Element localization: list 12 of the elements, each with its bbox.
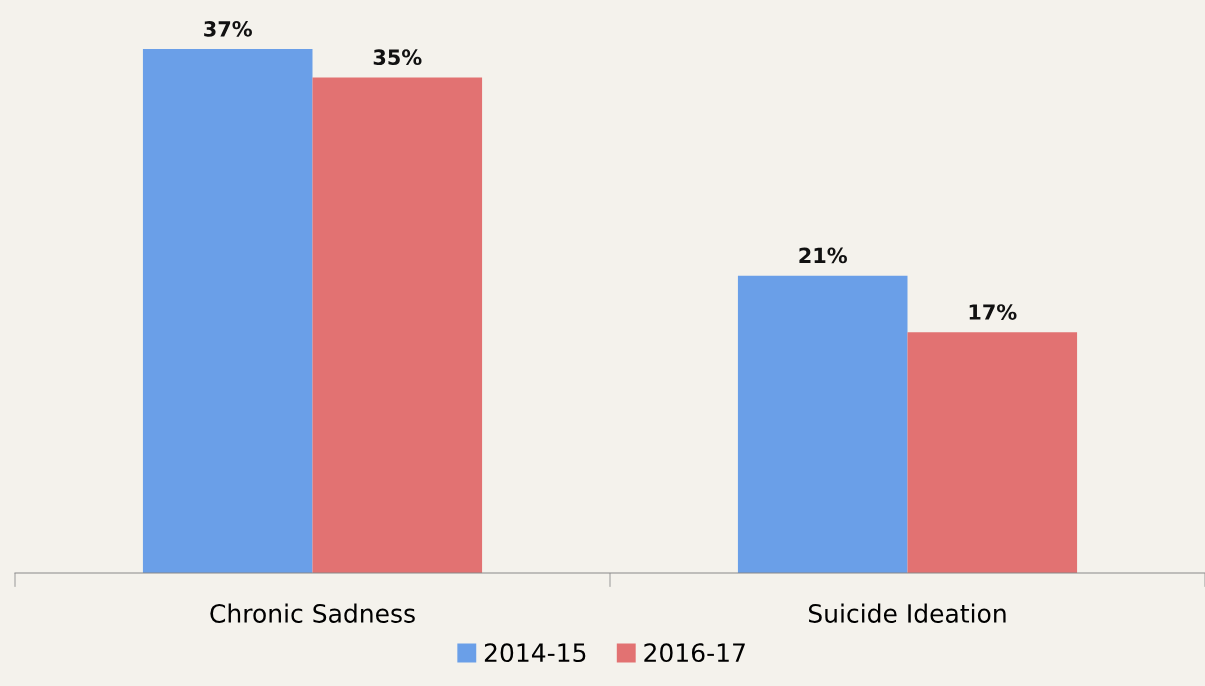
- x-tick-label: Chronic Sadness: [210, 603, 415, 623]
- bar: [142, 49, 313, 573]
- data-label: 17%: [969, 304, 1017, 320]
- data-label: 21%: [799, 247, 847, 264]
- x-tick-label: Suicide Ideation: [808, 603, 1006, 623]
- data-label: 35%: [373, 49, 422, 66]
- bar: [737, 275, 908, 573]
- data-label: 37%: [204, 20, 252, 37]
- legend-label: 2014-15: [484, 643, 586, 663]
- legend-label: 2016-17: [644, 643, 745, 663]
- bar: [312, 77, 483, 573]
- bar: [907, 332, 1078, 573]
